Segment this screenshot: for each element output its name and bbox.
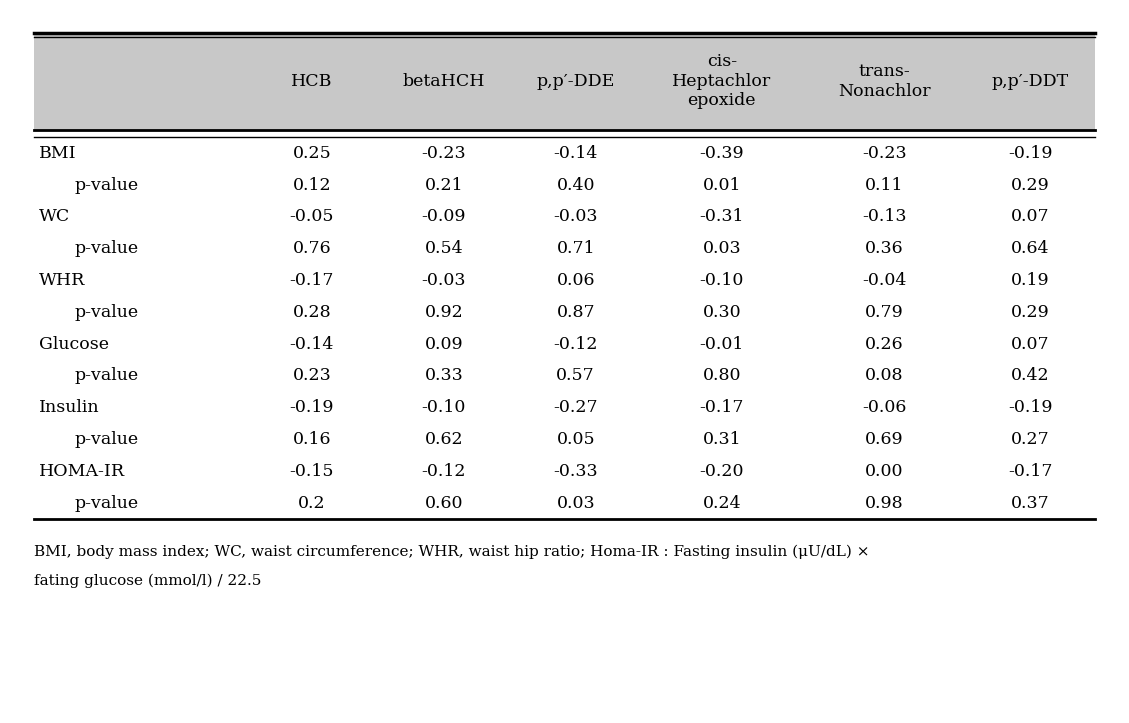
- Text: -0.23: -0.23: [863, 145, 907, 162]
- Text: 0.09: 0.09: [425, 335, 463, 353]
- Text: 0.08: 0.08: [865, 367, 904, 385]
- Text: 0.69: 0.69: [865, 431, 904, 448]
- Text: 0.33: 0.33: [425, 367, 463, 385]
- Text: 0.23: 0.23: [292, 367, 331, 385]
- Text: 0.87: 0.87: [557, 304, 595, 321]
- Text: -0.01: -0.01: [700, 335, 744, 353]
- Text: WHR: WHR: [40, 272, 86, 289]
- Text: -0.03: -0.03: [421, 272, 466, 289]
- Text: HCB: HCB: [291, 73, 333, 90]
- Text: 0.37: 0.37: [1012, 495, 1050, 512]
- Text: 0.64: 0.64: [1012, 240, 1050, 257]
- Text: p,p′-DDT: p,p′-DDT: [992, 73, 1069, 90]
- Text: -0.12: -0.12: [421, 463, 466, 480]
- Text: 0.07: 0.07: [1012, 335, 1050, 353]
- Text: p-value: p-value: [75, 495, 139, 512]
- Text: 0.03: 0.03: [557, 495, 595, 512]
- Text: 0.60: 0.60: [425, 495, 463, 512]
- Text: -0.27: -0.27: [553, 399, 598, 416]
- Bar: [34, 33, 1095, 130]
- Text: -0.03: -0.03: [553, 208, 598, 226]
- Text: 0.92: 0.92: [425, 304, 463, 321]
- Text: 0.42: 0.42: [1012, 367, 1050, 385]
- Text: -0.17: -0.17: [289, 272, 334, 289]
- Text: 0.06: 0.06: [557, 272, 595, 289]
- Text: p-value: p-value: [75, 304, 139, 321]
- Text: 0.26: 0.26: [865, 335, 904, 353]
- Text: cis-
Heptachlor
epoxide: cis- Heptachlor epoxide: [672, 54, 771, 109]
- Text: 0.27: 0.27: [1012, 431, 1050, 448]
- Text: p-value: p-value: [75, 176, 139, 194]
- Text: 0.57: 0.57: [557, 367, 595, 385]
- Text: 0.11: 0.11: [865, 176, 904, 194]
- Text: 0.03: 0.03: [702, 240, 741, 257]
- Text: 0.71: 0.71: [557, 240, 595, 257]
- Text: -0.19: -0.19: [289, 399, 334, 416]
- Text: 0.98: 0.98: [865, 495, 904, 512]
- Text: 0.00: 0.00: [865, 463, 904, 480]
- Text: -0.12: -0.12: [553, 335, 598, 353]
- Text: 0.54: 0.54: [425, 240, 463, 257]
- Text: -0.05: -0.05: [289, 208, 334, 226]
- Text: -0.10: -0.10: [700, 272, 744, 289]
- Text: -0.15: -0.15: [289, 463, 334, 480]
- Text: betaHCH: betaHCH: [403, 73, 485, 90]
- Text: p,p′-DDE: p,p′-DDE: [536, 73, 615, 90]
- Text: 0.19: 0.19: [1012, 272, 1050, 289]
- Text: BMI: BMI: [40, 145, 77, 162]
- Text: 0.21: 0.21: [425, 176, 463, 194]
- Text: 0.36: 0.36: [865, 240, 904, 257]
- Text: -0.39: -0.39: [699, 145, 744, 162]
- Text: 0.31: 0.31: [702, 431, 741, 448]
- Text: -0.19: -0.19: [1008, 399, 1053, 416]
- Text: fating glucose (mmol/l) / 22.5: fating glucose (mmol/l) / 22.5: [34, 573, 261, 588]
- Text: Insulin: Insulin: [40, 399, 99, 416]
- Text: -0.20: -0.20: [700, 463, 744, 480]
- Text: BMI, body mass index; WC, waist circumference; WHR, waist hip ratio; Homa-IR : F: BMI, body mass index; WC, waist circumfe…: [34, 544, 869, 559]
- Text: 0.28: 0.28: [292, 304, 331, 321]
- Text: 0.40: 0.40: [557, 176, 595, 194]
- Text: -0.10: -0.10: [421, 399, 466, 416]
- Text: p-value: p-value: [75, 431, 139, 448]
- Text: -0.23: -0.23: [421, 145, 466, 162]
- Text: 0.76: 0.76: [292, 240, 331, 257]
- Text: 0.30: 0.30: [702, 304, 741, 321]
- Text: 0.01: 0.01: [702, 176, 741, 194]
- Text: 0.07: 0.07: [1012, 208, 1050, 226]
- Text: 0.80: 0.80: [702, 367, 741, 385]
- Text: 0.2: 0.2: [298, 495, 325, 512]
- Text: p-value: p-value: [75, 240, 139, 257]
- Text: Glucose: Glucose: [40, 335, 110, 353]
- Text: -0.14: -0.14: [553, 145, 598, 162]
- Text: 0.16: 0.16: [292, 431, 331, 448]
- Text: 0.24: 0.24: [702, 495, 741, 512]
- Text: 0.05: 0.05: [557, 431, 595, 448]
- Text: -0.17: -0.17: [700, 399, 744, 416]
- Text: -0.14: -0.14: [290, 335, 334, 353]
- Text: -0.13: -0.13: [863, 208, 907, 226]
- Text: WC: WC: [40, 208, 70, 226]
- Text: 0.62: 0.62: [425, 431, 463, 448]
- Text: -0.06: -0.06: [863, 399, 907, 416]
- Text: -0.04: -0.04: [863, 272, 907, 289]
- Text: 0.29: 0.29: [1012, 304, 1050, 321]
- Text: 0.29: 0.29: [1012, 176, 1050, 194]
- Text: -0.19: -0.19: [1008, 145, 1053, 162]
- Text: -0.31: -0.31: [700, 208, 744, 226]
- Text: 0.12: 0.12: [292, 176, 331, 194]
- Text: -0.33: -0.33: [553, 463, 598, 480]
- Text: 0.25: 0.25: [292, 145, 331, 162]
- Text: trans-
Nonachlor: trans- Nonachlor: [838, 63, 931, 100]
- Text: -0.17: -0.17: [1008, 463, 1053, 480]
- Text: p-value: p-value: [75, 367, 139, 385]
- Text: HOMA-IR: HOMA-IR: [40, 463, 125, 480]
- Text: 0.79: 0.79: [865, 304, 904, 321]
- Text: -0.09: -0.09: [421, 208, 466, 226]
